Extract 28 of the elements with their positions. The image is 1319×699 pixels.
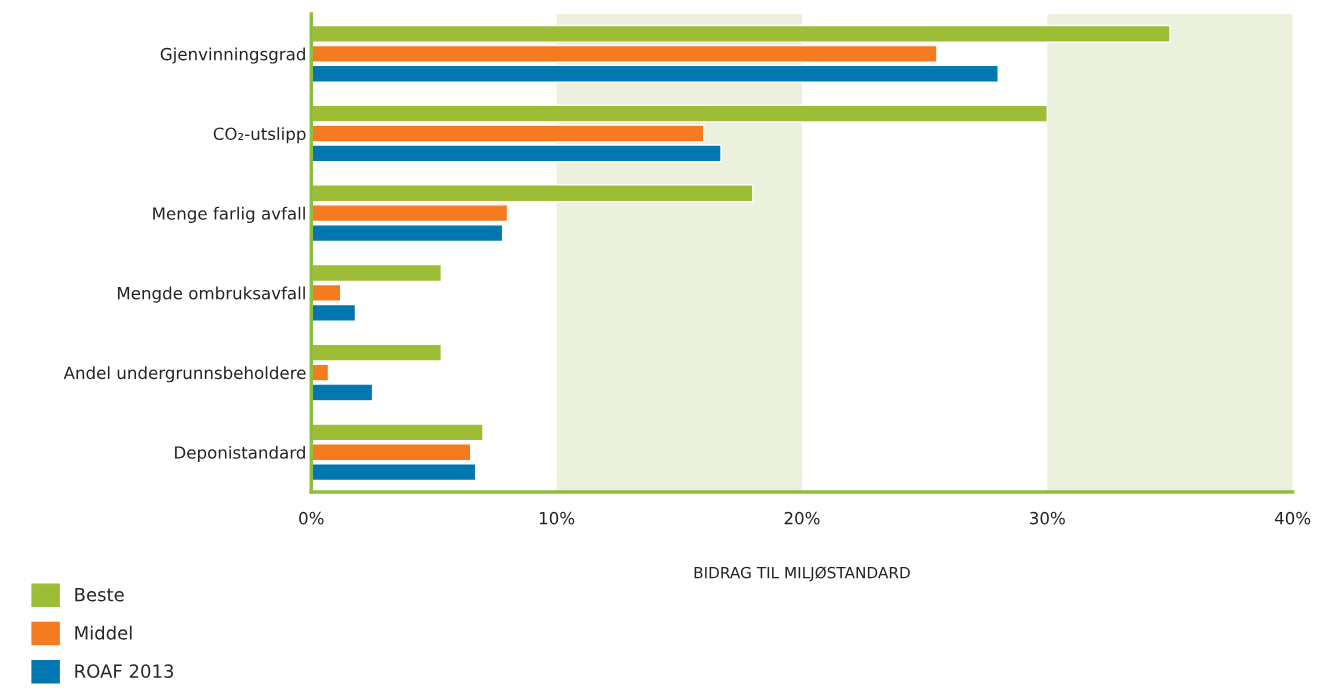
x-axis-title: BIDRAG TIL MILJØSTANDARD xyxy=(694,566,910,582)
bar xyxy=(311,283,342,302)
bar xyxy=(311,44,938,63)
legend-label: ROAF 2013 xyxy=(75,664,174,678)
y-tick-label: Andel undergrunnsbeholdere xyxy=(63,366,306,383)
x-tick-label: 0% xyxy=(299,511,324,525)
bar xyxy=(311,463,477,482)
bar xyxy=(311,303,357,322)
bar xyxy=(311,64,999,83)
bar xyxy=(311,24,1171,43)
legend-label: Middel xyxy=(75,625,132,640)
x-tick-label: 40% xyxy=(1274,511,1311,525)
bar xyxy=(311,443,472,462)
bar xyxy=(311,263,443,283)
bar xyxy=(311,204,509,223)
bar xyxy=(311,184,754,203)
x-tick-label: 20% xyxy=(784,511,820,525)
y-tick-label: Menge farlig avfall xyxy=(153,206,305,223)
y-tick-label: Deponistandard xyxy=(175,445,305,463)
bar xyxy=(311,423,484,442)
x-tick-label: 10% xyxy=(539,511,575,525)
legend-label: Beste xyxy=(75,587,124,602)
y-tick-label: Gjenvinningsgrad xyxy=(160,47,305,64)
bar xyxy=(311,343,443,362)
y-tick-label: Mengde ombruksavfall xyxy=(117,286,305,303)
x-tick-label: 30% xyxy=(1030,511,1065,525)
bar xyxy=(311,224,504,243)
y-tick-label: CO₂-utslipp xyxy=(213,127,306,144)
